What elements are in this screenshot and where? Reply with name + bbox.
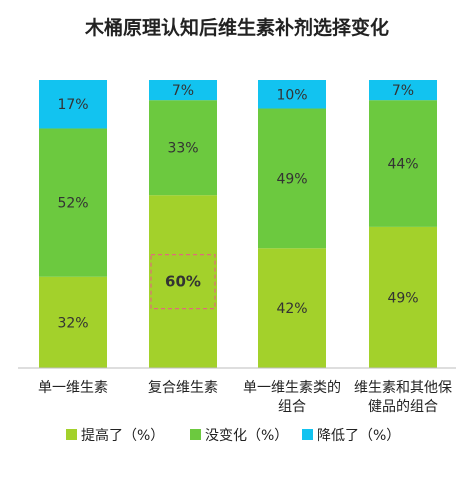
data-label: 52% (57, 196, 88, 212)
highlight-box (150, 254, 216, 310)
bar-segment (369, 226, 437, 368)
legend-label: 提高了（%） (81, 427, 164, 444)
bar-segment (369, 100, 437, 227)
chart-title: 木桶原理认知后维生素补剂选择变化 (84, 16, 389, 39)
data-label: 17% (57, 97, 88, 113)
data-label: 10% (276, 87, 307, 103)
data-label: 49% (276, 171, 307, 187)
category-label: 复合维生素 (148, 379, 218, 396)
category-label: 维生素和其他保 (354, 380, 452, 396)
bar-segment (258, 80, 326, 109)
legend-swatch (190, 429, 201, 440)
bar-segment (39, 276, 107, 368)
bar-segment (39, 128, 107, 277)
bar-segment (369, 80, 437, 101)
bar-segment (258, 108, 326, 249)
bar-segment (149, 80, 217, 101)
data-label: 7% (172, 83, 194, 99)
bar-segment (258, 248, 326, 368)
bar-segment (149, 100, 217, 196)
legend-swatch (66, 429, 77, 440)
category-label: 单一维生素类的 (243, 380, 341, 396)
data-label: 42% (276, 301, 307, 317)
data-label: 32% (57, 315, 88, 331)
bar-segment (149, 195, 217, 368)
data-label: 44% (387, 157, 418, 173)
data-label: 60% (165, 273, 201, 291)
category-label: 单一维生素 (38, 380, 108, 396)
bar-segment (39, 80, 107, 129)
data-label: 49% (387, 290, 418, 306)
category-label: 健品的组合 (368, 399, 438, 415)
data-label: 7% (392, 83, 414, 99)
category-label: 组合 (278, 399, 306, 415)
legend-label: 没变化（%） (205, 428, 288, 444)
legend-label: 降低了（%） (317, 428, 400, 444)
data-label: 33% (167, 141, 198, 157)
legend-swatch (302, 429, 313, 440)
